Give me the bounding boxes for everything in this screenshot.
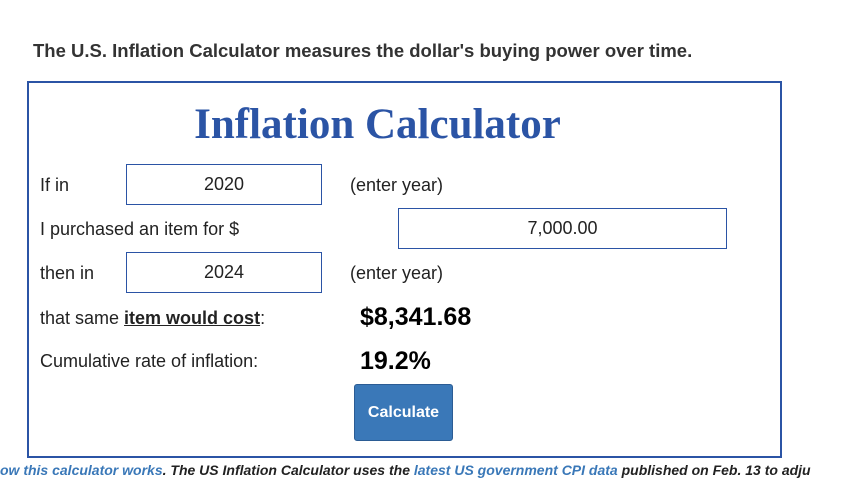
rate-result: 19.2%	[360, 347, 431, 375]
start-year-input[interactable]: 2020	[126, 164, 322, 205]
start-year-hint: (enter year)	[350, 175, 444, 195]
cost-result: $8,341.68	[360, 303, 472, 331]
intro-text: The U.S. Inflation Calculator measures t…	[33, 40, 693, 61]
footer-text: ow this calculator works. The US Inflati…	[0, 462, 851, 478]
rate-label: Cumulative rate of inflation:	[40, 351, 259, 371]
calculate-button[interactable]: Calculate	[354, 384, 453, 441]
cost-label-text: that same	[40, 308, 125, 328]
cost-label-colon: :	[260, 308, 266, 328]
calculator-box	[27, 81, 782, 458]
start-year-label: If in	[40, 175, 70, 195]
footer-text-part: published on Feb. 13 to adju	[617, 462, 811, 478]
end-year-label: then in	[40, 263, 95, 283]
amount-label: I purchased an item for $	[40, 219, 240, 239]
end-year-input[interactable]: 2024	[126, 252, 322, 293]
cost-label-link[interactable]: item would cost	[124, 308, 261, 328]
cost-label: that same item would cost:	[40, 308, 265, 329]
amount-input[interactable]: 7,000.00	[398, 208, 727, 249]
end-year-hint: (enter year)	[350, 263, 444, 283]
footer-link[interactable]: latest US government CPI data	[413, 462, 618, 478]
footer-link[interactable]: ow this calculator works	[0, 462, 163, 478]
calculator-title: Inflation Calculator	[194, 101, 561, 148]
footer-text-part: . The US Inflation Calculator uses the	[162, 462, 414, 478]
